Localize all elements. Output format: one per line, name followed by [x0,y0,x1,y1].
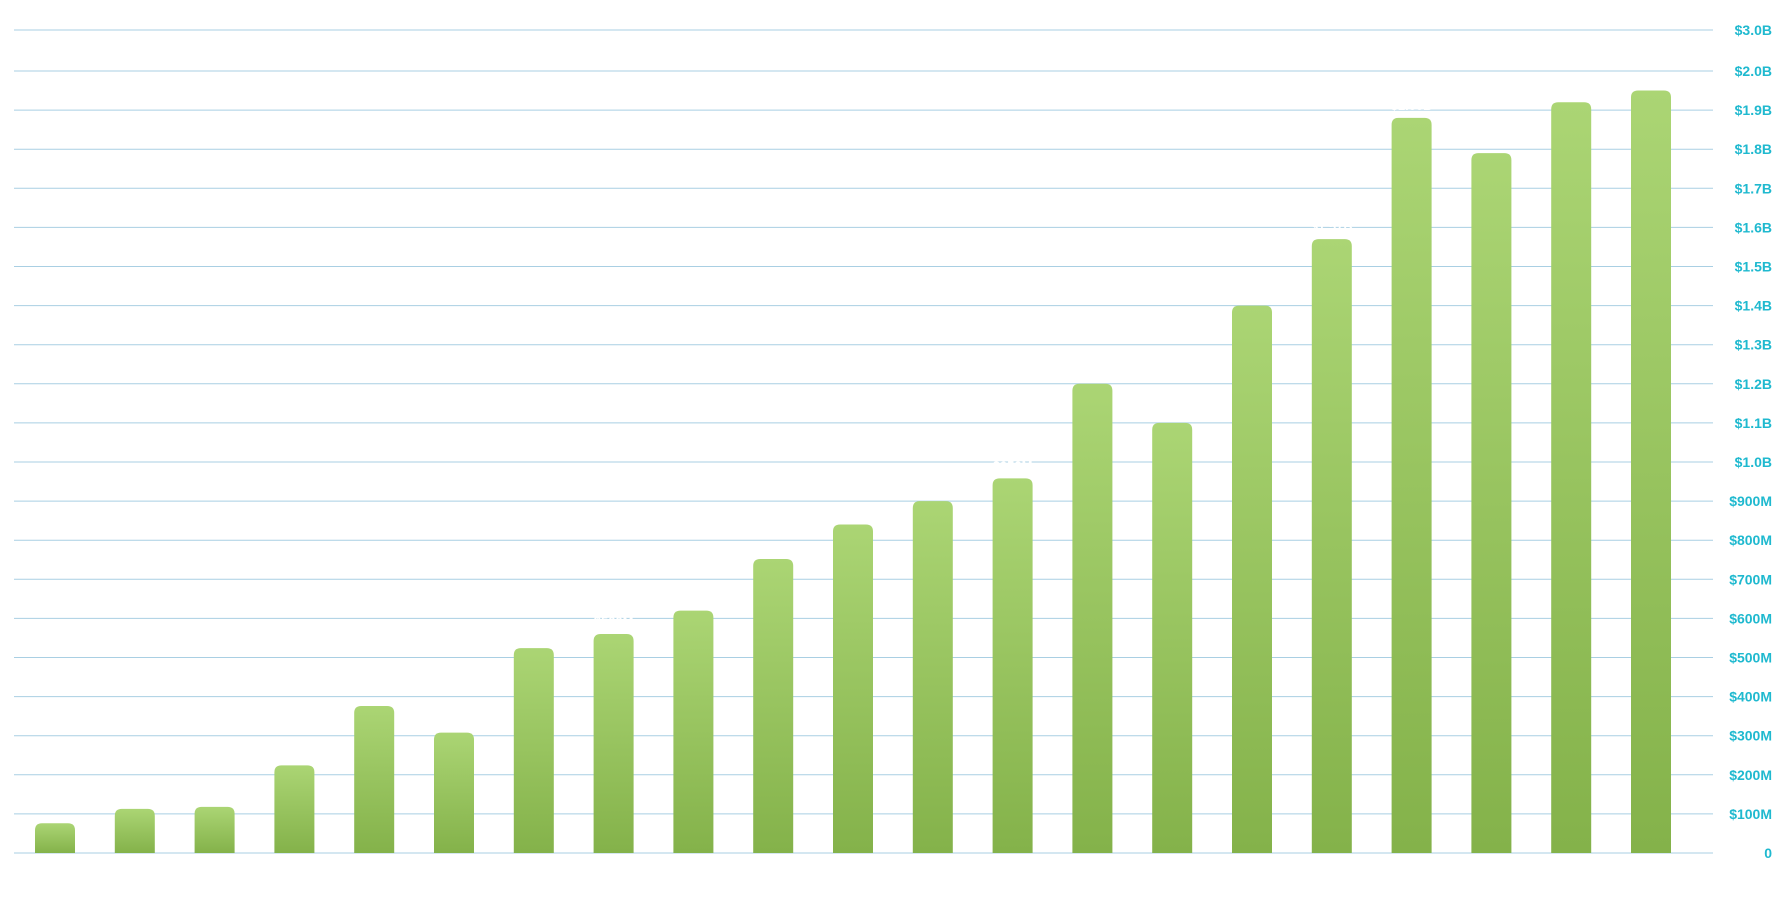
data-label-10: $752M [753,539,793,554]
bar-14 [1072,383,1113,853]
data-label-18: $1.88B [1391,98,1433,113]
y-tick-label-15: $1.5B [1735,259,1772,275]
bar-8 [593,634,634,853]
y-tick-label-18: $1.8B [1735,141,1772,157]
data-label-17: $1.57B [1311,219,1353,234]
bar-12 [912,501,953,853]
bar-11 [833,524,873,853]
data-label-8: $560M [594,614,634,629]
y-axis-tick-labels: 0 $100M $200M $300M $400M $500M $600M $700M $800… [1729,22,1772,861]
bar-10 [753,558,794,853]
bar-2 [114,808,155,853]
y-tick-label-8: $800M [1729,532,1772,548]
bar-5 [354,705,395,853]
bar-4 [274,765,315,853]
y-tick-label-3: $300M [1729,728,1772,744]
y-tick-label-4: $400M [1729,689,1772,705]
data-labels: $560M $752M $958M $1.57B $1.88B [594,98,1433,629]
y-tick-label-7: $700M [1729,571,1772,587]
bar-6 [434,732,474,853]
y-tick-label-5: $500M [1729,650,1772,666]
bar-21 [1631,90,1671,854]
y-tick-label-14: $1.4B [1735,298,1772,314]
bar-15 [1152,422,1193,853]
bar-18 [1391,117,1432,854]
y-tick-label-0: 0 [1764,845,1772,861]
y-tick-label-11: $1.1B [1735,415,1772,431]
y-tick-label-top: $3.0B [1735,22,1772,38]
bar-3 [194,806,235,853]
y-tick-label-13: $1.3B [1735,337,1772,353]
bar-7 [513,648,554,853]
bar-1 [35,823,75,853]
bar-20 [1551,102,1592,853]
y-tick-label-19: $1.9B [1735,102,1772,118]
y-tick-label-1: $100M [1729,806,1772,822]
bar-13 [992,478,1033,853]
y-tick-label-9: $900M [1729,493,1772,509]
data-label-13: $958M [993,458,1033,473]
y-tick-label-6: $600M [1729,610,1772,626]
y-tick-label-16: $1.6B [1735,219,1772,235]
y-tick-label-17: $1.7B [1735,180,1772,196]
y-tick-label-20: $2.0B [1735,63,1772,79]
bars [35,90,1671,854]
bar-16 [1232,305,1272,854]
y-tick-label-12: $1.2B [1735,376,1772,392]
y-tick-label-10: $1.0B [1735,454,1772,470]
y-tick-label-2: $200M [1729,767,1772,783]
bar-17 [1311,239,1352,853]
bar-9 [673,610,714,853]
bar-19 [1471,153,1512,854]
